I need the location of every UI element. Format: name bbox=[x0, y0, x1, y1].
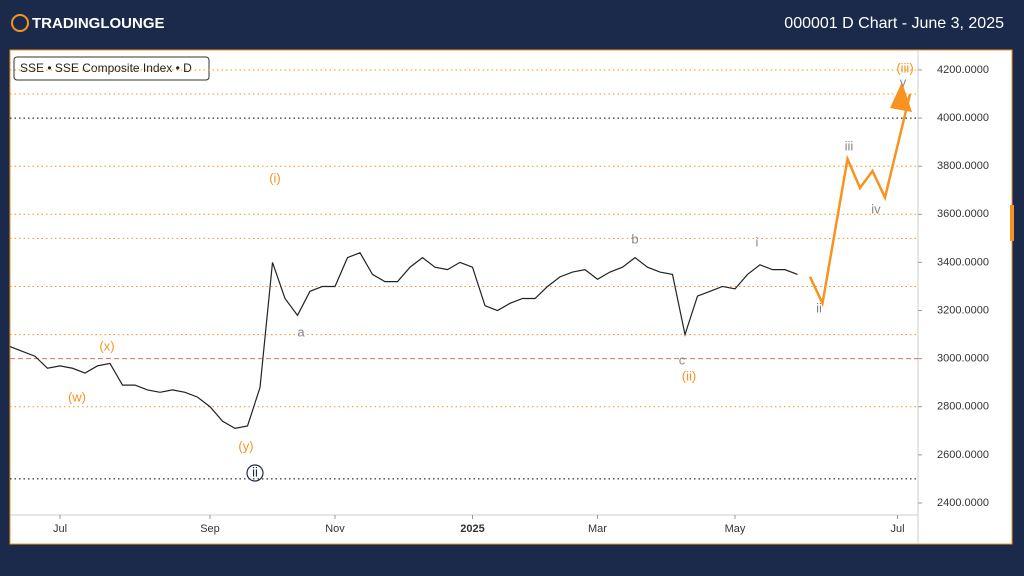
x-tick-label: Mar bbox=[588, 523, 607, 535]
wave-label: v bbox=[900, 74, 907, 89]
logo: TRADINGLOUNGE bbox=[32, 15, 165, 32]
projection-arrow bbox=[890, 82, 912, 113]
y-tick-label: 3400.0000 bbox=[937, 256, 989, 268]
wave-label: (ii) bbox=[682, 368, 696, 383]
y-tick-label: 3800.0000 bbox=[937, 160, 989, 172]
y-tick-label: 2800.0000 bbox=[937, 401, 989, 413]
wave-label: c bbox=[679, 352, 686, 367]
logo-icon bbox=[11, 14, 29, 32]
plot-panel bbox=[9, 49, 1013, 545]
y-tick-label: 2400.0000 bbox=[937, 497, 989, 509]
y-tick-label: 2600.0000 bbox=[937, 449, 989, 461]
wave-label: (w) bbox=[68, 389, 86, 404]
series-line bbox=[9, 252, 798, 430]
y-tick-label: 3600.0000 bbox=[937, 208, 989, 220]
wave-label: (iii) bbox=[896, 60, 913, 75]
wave-label: a bbox=[297, 324, 305, 339]
wave-label: iv bbox=[871, 201, 881, 216]
wave-label: (x) bbox=[99, 338, 114, 353]
wave-label: b bbox=[631, 231, 638, 246]
wave-label: ii bbox=[252, 464, 258, 479]
x-tick-label: Jul bbox=[890, 523, 904, 535]
y-tick-label: 4200.0000 bbox=[937, 64, 989, 76]
series-line bbox=[808, 93, 912, 308]
wave-label: (i) bbox=[269, 170, 281, 185]
price-marker bbox=[1010, 205, 1014, 241]
x-tick-label: Nov bbox=[325, 523, 345, 535]
y-tick-label: 4000.0000 bbox=[937, 112, 989, 124]
header-title: 000001 D Chart - June 3, 2025 bbox=[784, 15, 1004, 32]
y-tick-label: 3200.0000 bbox=[937, 304, 989, 316]
wave-label: (y) bbox=[238, 438, 253, 453]
wave-label: ii bbox=[816, 300, 822, 315]
x-tick-label: Sep bbox=[200, 523, 220, 535]
annotation-circle bbox=[246, 464, 264, 482]
x-tick-label: 2025 bbox=[460, 523, 484, 535]
x-tick-label: May bbox=[725, 523, 746, 535]
y-tick-label: 3000.0000 bbox=[937, 353, 989, 365]
x-tick-label: Jul bbox=[53, 523, 67, 535]
legend-text: SSE • SSE Composite Index • D bbox=[20, 61, 192, 75]
wave-label: i bbox=[756, 234, 759, 249]
wave-label: iii bbox=[845, 138, 854, 153]
legend-box bbox=[13, 56, 210, 81]
